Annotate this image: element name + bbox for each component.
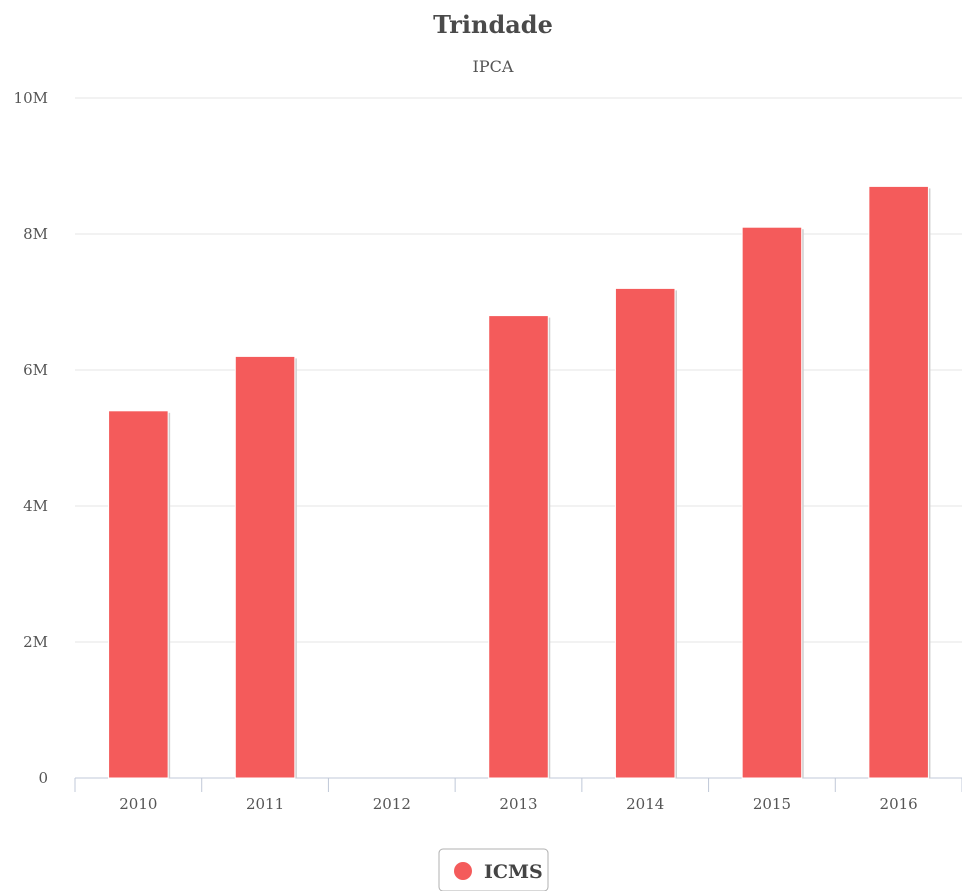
x-tick-label: 2013 <box>499 795 537 813</box>
bar-2016[interactable] <box>868 185 929 779</box>
bar-2013[interactable] <box>488 315 549 779</box>
x-tick-label: 2014 <box>626 795 664 813</box>
legend-item-icms[interactable]: ICMS <box>454 861 543 883</box>
bar-2010[interactable] <box>108 410 169 779</box>
legend-label: ICMS <box>484 861 543 883</box>
y-tick-label: 2M <box>23 633 48 651</box>
y-tick-label: 6M <box>23 361 48 379</box>
x-tick-label: 2011 <box>246 795 284 813</box>
x-tick-label: 2010 <box>119 795 157 813</box>
bar-2011[interactable] <box>234 355 296 779</box>
y-tick-label: 4M <box>23 497 48 515</box>
y-tick-label: 10M <box>14 89 48 107</box>
y-tick-label: 8M <box>23 225 48 243</box>
bar-2014[interactable] <box>614 287 676 779</box>
bar-2015[interactable] <box>741 226 803 779</box>
legend-marker-icon <box>454 862 472 880</box>
x-tick-label: 2016 <box>880 795 918 813</box>
x-tick-label: 2015 <box>753 795 791 813</box>
x-axis: 2010 2011 2012 2013 2014 2015 2016 <box>74 777 962 813</box>
bars <box>108 185 931 779</box>
x-tick-label: 2012 <box>373 795 411 813</box>
chart-subtitle: IPCA <box>473 57 514 76</box>
chart-title: Trindade <box>433 10 553 39</box>
legend: ICMS <box>438 848 549 891</box>
y-axis: 0 2M 4M 6M 8M 10M <box>14 89 48 787</box>
legend-box <box>438 848 549 891</box>
y-tick-label: 0 <box>38 769 48 787</box>
